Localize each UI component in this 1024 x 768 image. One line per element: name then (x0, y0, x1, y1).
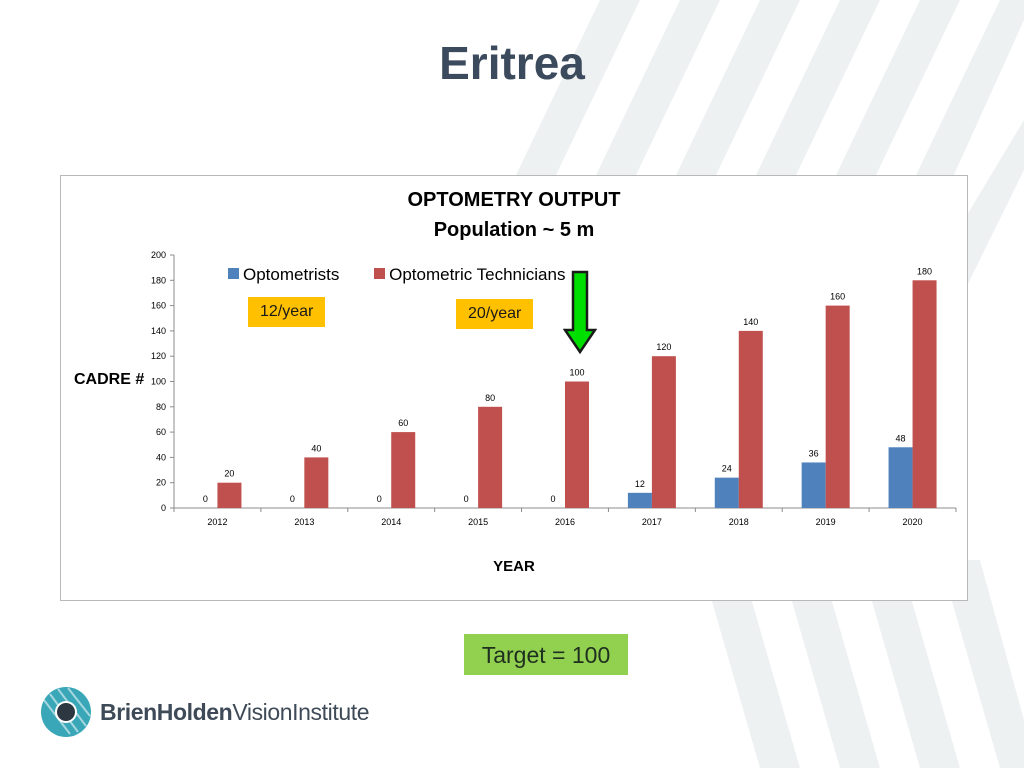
bar-technicians (217, 482, 242, 508)
data-label: 36 (809, 448, 819, 458)
data-label: 40 (311, 443, 321, 453)
data-label: 20 (224, 469, 234, 479)
x-axis-label: YEAR (493, 558, 535, 575)
data-label: 180 (917, 266, 932, 276)
legend-item-technicians: Optometric Technicians (374, 265, 565, 285)
data-label: 48 (896, 433, 906, 443)
y-axis-label: CADRE # (74, 371, 145, 388)
bar-technicians (391, 432, 416, 508)
legend-label-technicians: Optometric Technicians (389, 265, 566, 284)
data-label: 0 (550, 494, 555, 504)
data-label: 140 (743, 317, 758, 327)
logo-name-bold: BrienHolden (100, 698, 233, 725)
data-label: 60 (398, 418, 408, 428)
data-label: 24 (722, 464, 732, 474)
legend-label-optometrists: Optometrists (243, 265, 340, 284)
y-tick-label: 20 (156, 478, 166, 488)
x-tick-label: 2013 (294, 517, 314, 527)
y-tick-label: 140 (151, 326, 166, 336)
bar-technicians (651, 356, 676, 508)
bar-technicians (478, 406, 503, 508)
y-tick-label: 60 (156, 427, 166, 437)
chart-legend: Optometrists Optometric Technicians (228, 265, 595, 285)
y-tick-label: 180 (151, 275, 166, 285)
y-tick-label: 200 (151, 250, 166, 260)
legend-swatch-red (374, 268, 386, 279)
data-label: 0 (203, 494, 208, 504)
brand-logo: BrienHoldenVisionInstitute (40, 686, 370, 738)
x-tick-label: 2016 (555, 517, 575, 527)
y-tick-label: 0 (161, 503, 166, 513)
chart-title-block: OPTOMETRY OUTPUT Population ~ 5 m (61, 185, 967, 245)
legend-swatch-blue (228, 268, 239, 279)
bar-technicians (912, 280, 937, 508)
chart-title: OPTOMETRY OUTPUT (407, 189, 621, 211)
chart-container: 0 20 40 60 80 100 120 140 160 180 200 2012 2013 2014 2… (60, 175, 968, 601)
y-tick-label: 40 (156, 452, 166, 462)
x-tick-label: 2020 (903, 517, 923, 527)
x-tick-label: 2018 (729, 517, 749, 527)
data-label: 100 (569, 368, 584, 378)
data-label: 160 (830, 292, 845, 302)
rate-badge-technicians: 20/year (456, 299, 534, 329)
x-tick-label: 2014 (381, 517, 401, 527)
data-label: 0 (464, 494, 469, 504)
x-tick-label: 2015 (468, 517, 488, 527)
data-label: 0 (377, 494, 382, 504)
data-label: 0 (290, 494, 295, 504)
down-arrow-icon (563, 270, 597, 354)
target-badge: Target = 100 (464, 634, 628, 675)
bar-technicians (738, 330, 763, 508)
data-label: 120 (656, 342, 671, 352)
y-tick-label: 160 (151, 301, 166, 311)
bar-technicians (565, 381, 589, 508)
bar-optometrists (627, 492, 652, 508)
x-tick-label: 2017 (642, 517, 662, 527)
y-tick-label: 100 (151, 377, 166, 387)
bar-optometrists (801, 462, 826, 508)
bar-optometrists (714, 477, 739, 508)
slide-title: Eritrea (439, 37, 585, 89)
chart-subtitle: Population ~ 5 m (433, 219, 595, 241)
y-tick-label: 80 (156, 402, 166, 412)
legend-item-optometrists: Optometrists (228, 265, 339, 285)
bar-technicians (304, 457, 329, 508)
eye-logo-icon (41, 687, 91, 737)
logo-name-regular: VisionInstitute (232, 698, 370, 725)
data-label: 12 (635, 479, 645, 489)
x-tick-label: 2019 (816, 517, 836, 527)
x-tick-label: 2012 (207, 517, 227, 527)
rate-badge-optometrists: 12/year (248, 297, 326, 327)
logo-wordmark: BrienHoldenVisionInstitute (100, 698, 370, 726)
bar-optometrists (888, 447, 913, 508)
bar-technicians (825, 305, 850, 508)
data-label: 80 (485, 393, 495, 403)
y-tick-label: 120 (151, 351, 166, 361)
